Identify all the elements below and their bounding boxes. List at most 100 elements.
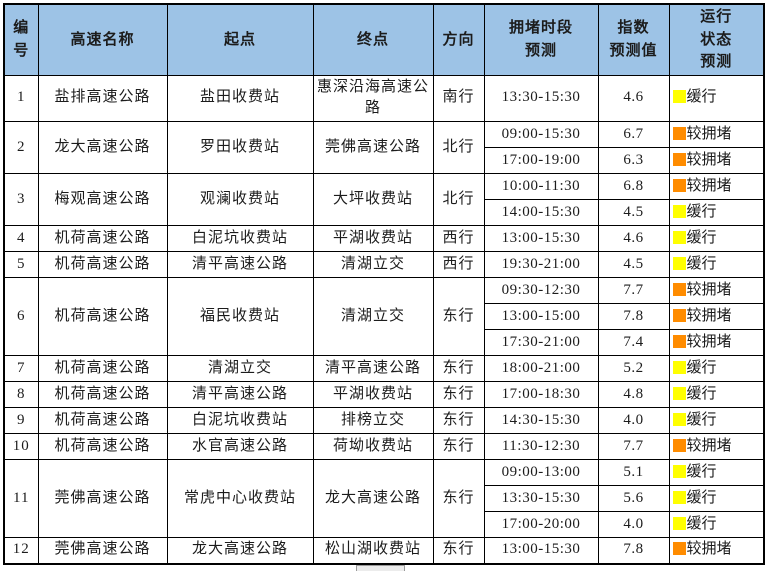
cell-end: 荷坳收费站: [312, 433, 434, 460]
cell-end: 清平高速公路: [312, 355, 434, 382]
cell-name: 机荷高速公路: [37, 407, 168, 434]
cell-end: 大坪收费站: [312, 173, 434, 226]
status-label: 较拥堵: [686, 177, 732, 194]
cell-start: 盐田收费站: [166, 74, 314, 122]
cell-start: 罗田收费站: [166, 121, 314, 174]
table-row: 5 机荷高速公路 清平高速公路 清湖立交 西行 19:30-21:00 4.5 缓行: [3, 251, 765, 278]
table-row: 2 龙大高速公路 罗田收费站 莞佛高速公路 北行 09:00-15:30 6.7 较拥堵: [3, 121, 765, 174]
cell-status: 缓行: [668, 355, 765, 382]
table-row: 17:30-21:00 7.4 较拥堵: [4, 329, 765, 356]
column-header-no: 编 号: [3, 3, 39, 76]
cell-status: 缓行: [668, 381, 765, 408]
cell-period-time: 09:00-13:00: [483, 459, 599, 486]
cell-start: 清湖立交: [166, 355, 314, 382]
status-color-swatch-slow: [672, 516, 686, 530]
status-label: 较拥堵: [686, 151, 732, 168]
cell-status: 缓行: [668, 74, 765, 122]
cell-no: 4: [3, 225, 39, 252]
status-color-swatch-congested: [672, 334, 686, 348]
status-color-swatch-slow: [672, 230, 686, 244]
cell-direction: 西行: [432, 225, 485, 252]
status-label: 缓行: [686, 359, 717, 376]
cell-index-value: 6.8: [597, 173, 670, 200]
cell-no: 12: [3, 537, 39, 564]
table-row: 13:30-15:30 5.6 缓行: [4, 485, 765, 512]
cell-name: 盐排高速公路: [37, 74, 168, 122]
cell-index-value: 4.5: [597, 199, 670, 226]
status-label: 缓行: [686, 463, 717, 480]
table-row: 17:00-20:00 4.0 缓行: [4, 511, 765, 538]
status-color-swatch-congested: [672, 542, 686, 556]
status-color-swatch-slow: [672, 360, 686, 374]
cell-direction: 东行: [432, 433, 485, 460]
cell-index-value: 4.6: [597, 74, 670, 122]
cell-status: 缓行: [668, 225, 765, 252]
cell-status: 较拥堵: [668, 121, 765, 148]
cell-no: 8: [3, 381, 39, 408]
cell-period-time: 17:00-19:00: [483, 147, 599, 174]
table-row: 14:00-15:30 4.5 缓行: [4, 199, 765, 226]
column-header-direction: 方向: [432, 3, 485, 76]
cell-index-value: 6.3: [597, 147, 670, 174]
cell-name: 机荷高速公路: [37, 225, 168, 252]
cell-status: 缓行: [668, 407, 765, 434]
congestion-forecast-table: 编 号高速名称 起点 终点 方向 拥堵时段 预测 指数 预测值 运行 状态 预测 1 盐排高速…: [3, 3, 765, 565]
table-row: 13:00-15:00 7.8 较拥堵: [4, 303, 765, 330]
cell-end: 清湖立交: [312, 277, 434, 356]
table-row: 6 机荷高速公路 福民收费站 清湖立交 东行 09:30-12:30 7.7 较拥堵: [3, 277, 765, 356]
cell-period-time: 19:30-21:00: [483, 251, 599, 278]
cell-name: 机荷高速公路: [37, 277, 168, 356]
table-body: 1 盐排高速公路 盐田收费站 惠深沿海高速公路 南行 13:30-15:30 4.6 缓行 2 龙…: [3, 74, 765, 564]
cell-status: 缓行: [668, 199, 765, 226]
cell-period-time: 17:00-20:00: [483, 511, 599, 538]
cell-status: 较拥堵: [668, 173, 765, 200]
cell-index-value: 7.7: [597, 277, 670, 304]
column-header-period: 拥堵时段 预测: [483, 3, 599, 76]
status-color-swatch-congested: [672, 152, 686, 166]
cell-start: 观澜收费站: [166, 173, 314, 226]
cell-index-value: 4.8: [597, 381, 670, 408]
cell-name: 机荷高速公路: [37, 433, 168, 460]
cell-status: 较拥堵: [668, 433, 765, 460]
status-color-swatch-congested: [672, 178, 686, 192]
cell-status: 较拥堵: [668, 277, 765, 304]
status-color-swatch-congested: [672, 438, 686, 452]
horizontal-scrollbar-thumb[interactable]: [356, 565, 405, 571]
cell-end: 莞佛高速公路: [312, 121, 434, 174]
cell-start: 水官高速公路: [166, 433, 314, 460]
table-row: 1 盐排高速公路 盐田收费站 惠深沿海高速公路 南行 13:30-15:30 4.6 缓行: [3, 74, 765, 122]
cell-start: 福民收费站: [166, 277, 314, 356]
table-row: 9 机荷高速公路 白泥坑收费站 排榜立交 东行 14:30-15:30 4.0 缓行: [3, 407, 765, 434]
column-header-end: 终点: [312, 3, 434, 76]
cell-name: 莞佛高速公路: [37, 459, 168, 538]
cell-period-time: 11:30-12:30: [483, 433, 599, 460]
status-label: 缓行: [686, 515, 717, 532]
cell-no: 5: [3, 251, 39, 278]
table-row: 10 机荷高速公路 水官高速公路 荷坳收费站 东行 11:30-12:30 7.7 较拥堵: [3, 433, 765, 460]
cell-no: 9: [3, 407, 39, 434]
cell-direction: 东行: [432, 537, 485, 564]
cell-period-time: 14:30-15:30: [483, 407, 599, 434]
cell-name: 机荷高速公路: [37, 355, 168, 382]
cell-index-value: 7.4: [597, 329, 670, 356]
cell-period-time: 10:00-11:30: [483, 173, 599, 200]
cell-index-value: 6.7: [597, 121, 670, 148]
table-row: 11 莞佛高速公路 常虎中心收费站 龙大高速公路 东行 09:00-13:00 5.1 缓行: [3, 459, 765, 538]
cell-start: 清平高速公路: [166, 381, 314, 408]
cell-start: 常虎中心收费站: [166, 459, 314, 538]
cell-period-time: 18:00-21:00: [483, 355, 599, 382]
cell-index-value: 7.7: [597, 433, 670, 460]
status-label: 缓行: [686, 255, 717, 272]
cell-end: 松山湖收费站: [312, 537, 434, 564]
status-label: 较拥堵: [686, 437, 732, 454]
cell-end: 龙大高速公路: [312, 459, 434, 538]
cell-index-value: 4.6: [597, 225, 670, 252]
status-color-swatch-slow: [672, 386, 686, 400]
cell-direction: 东行: [432, 459, 485, 538]
cell-status: 较拥堵: [668, 537, 765, 564]
cell-start: 白泥坑收费站: [166, 225, 314, 252]
cell-period-time: 17:30-21:00: [483, 329, 599, 356]
status-label: 较拥堵: [686, 541, 732, 558]
cell-status: 较拥堵: [668, 303, 765, 330]
cell-start: 清平高速公路: [166, 251, 314, 278]
